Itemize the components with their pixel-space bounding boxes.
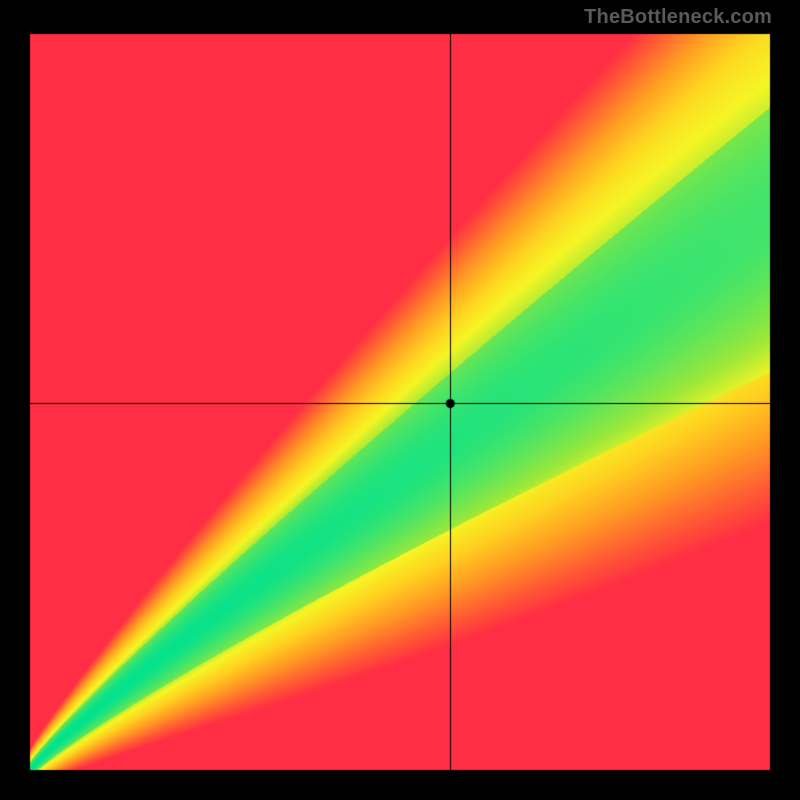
chart-container: { "watermark": { "text": "TheBottleneck.… — [0, 0, 800, 800]
bottleneck-heatmap — [0, 0, 800, 800]
watermark-label: TheBottleneck.com — [584, 6, 772, 29]
